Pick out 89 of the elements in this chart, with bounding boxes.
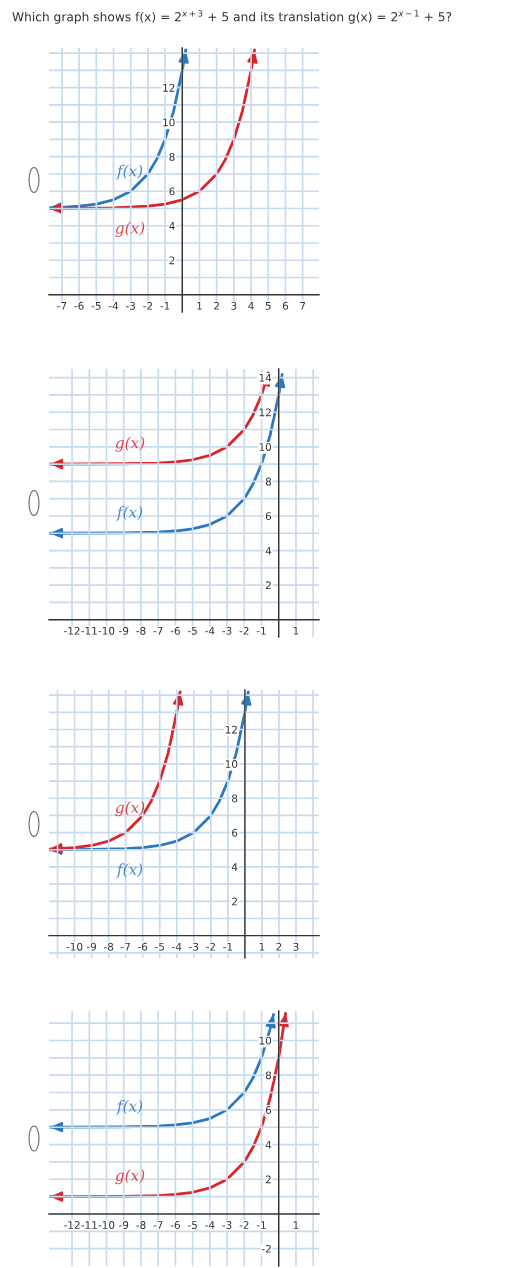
y-tick-label: 14 xyxy=(259,374,272,382)
x-tick-label: -10 xyxy=(98,1221,115,1229)
line-series xyxy=(49,1012,287,1198)
y-tick-label: 6 xyxy=(232,828,238,837)
x-tick-label: -8 xyxy=(103,942,114,951)
x-tick-label: -10 xyxy=(98,626,115,635)
x-tick-label: -1 xyxy=(256,626,266,635)
x-tick-label: -4 xyxy=(172,942,182,951)
y-tick-label: 2 xyxy=(265,1175,271,1184)
x-tick-label: -12 xyxy=(64,626,80,635)
x-tick-label: -3 xyxy=(126,301,136,310)
x-tick-label: 4 xyxy=(248,302,254,310)
x-tick-label: -5 xyxy=(187,1221,197,1229)
y-tick-label: 4 xyxy=(231,863,238,871)
x-tick-label: -4 xyxy=(108,302,119,310)
x-tick-label: -7 xyxy=(153,626,163,635)
y-tick-label: 2 xyxy=(169,256,175,265)
y-tick-label: 12 xyxy=(225,725,237,734)
y-tick-label: 6 xyxy=(265,512,272,521)
x-tick-label: -4 xyxy=(205,626,215,635)
y-tick-label: 8 xyxy=(232,794,238,803)
x-tick-label: -9 xyxy=(119,1221,129,1229)
x-tick-label: -3 xyxy=(222,626,232,635)
y-tick-label: 10 xyxy=(225,760,238,768)
x-tick-label: -6 xyxy=(74,301,84,310)
x-tick-label: -2 xyxy=(143,301,153,310)
y-tick-label: 8 xyxy=(265,477,272,486)
y-tick-label: 10 xyxy=(259,443,272,451)
x-tick-label: -1 xyxy=(223,942,233,951)
x-tick-label: -4 xyxy=(205,1221,215,1229)
x-tick-label: -2 xyxy=(239,1221,249,1229)
series-label: f(x) xyxy=(115,505,143,521)
x-tick-label: 3 xyxy=(231,301,237,310)
line-series xyxy=(49,372,284,535)
x-tick-label: -11 xyxy=(81,1221,97,1229)
series-label: g(x) xyxy=(115,436,145,452)
x-tick-label: 5 xyxy=(265,302,271,310)
y-tick-label: 6 xyxy=(265,1106,272,1114)
x-tick-label: -6 xyxy=(170,1221,180,1229)
x-tick-label: -3 xyxy=(222,1221,232,1229)
x-tick-label: 2 xyxy=(276,942,282,951)
y-tick-label: 4 xyxy=(169,222,175,230)
x-tick-label: 7 xyxy=(300,302,306,310)
x-tick-label: -2 xyxy=(206,942,215,951)
x-tick-label: -5 xyxy=(187,626,197,635)
x-tick-label: -1 xyxy=(160,302,170,310)
x-tick-label: -1 xyxy=(256,1221,266,1229)
y-tick-label: 12 xyxy=(259,408,271,417)
series-label: f(x) xyxy=(115,164,143,180)
x-tick-label: 1 xyxy=(293,626,299,635)
y-tick-label: 8 xyxy=(169,152,175,161)
x-tick-label: -6 xyxy=(138,942,148,951)
x-tick-label: -2 xyxy=(239,626,249,635)
x-tick-label: -12 xyxy=(64,1221,80,1229)
x-tick-label: 1 xyxy=(293,1221,299,1229)
y-tick-label: 12 xyxy=(163,83,175,92)
y-tick-label: 4 xyxy=(265,546,272,555)
series-label: f(x) xyxy=(115,1099,143,1115)
x-tick-label: -8 xyxy=(136,626,146,635)
x-tick-label: -5 xyxy=(155,942,165,951)
x-tick-label: -7 xyxy=(153,1221,163,1229)
series-label: f(x) xyxy=(115,863,143,879)
x-tick-label: -7 xyxy=(57,302,67,310)
y-tick-label: 2 xyxy=(265,581,271,590)
x-tick-label: -6 xyxy=(170,626,180,635)
series-label: g(x) xyxy=(115,1169,145,1185)
x-tick-label: -11 xyxy=(81,626,97,635)
x-tick-label: -7 xyxy=(120,942,130,951)
y-tick-label: -2 xyxy=(261,1244,271,1253)
x-tick-label: 1 xyxy=(197,302,202,310)
x-tick-label: -5 xyxy=(91,302,101,310)
series-label: g(x) xyxy=(115,221,145,237)
x-tick-label: -9 xyxy=(119,626,129,635)
y-tick-label: 6 xyxy=(169,187,175,196)
chart-title: Which graph shows f(x) = 2$^{x+3}$ + 5 and its translation g(x) = 2$^{x−1}$ + 5? xyxy=(12,10,452,24)
x-tick-label: -9 xyxy=(86,942,97,951)
x-tick-label: 3 xyxy=(293,942,299,951)
y-tick-label: 8 xyxy=(265,1071,272,1080)
x-tick-label: -8 xyxy=(136,1221,146,1229)
x-tick-label: 2 xyxy=(214,301,219,310)
y-tick-label: 10 xyxy=(259,1036,272,1045)
x-tick-label: 1 xyxy=(259,942,265,951)
x-tick-label: -10 xyxy=(66,942,83,951)
x-tick-label: -3 xyxy=(189,942,199,951)
y-tick-label: 4 xyxy=(265,1140,272,1149)
y-tick-label: 2 xyxy=(232,897,237,906)
series-label: g(x) xyxy=(115,801,145,817)
x-tick-label: 6 xyxy=(282,301,289,310)
y-tick-label: 10 xyxy=(163,118,175,127)
